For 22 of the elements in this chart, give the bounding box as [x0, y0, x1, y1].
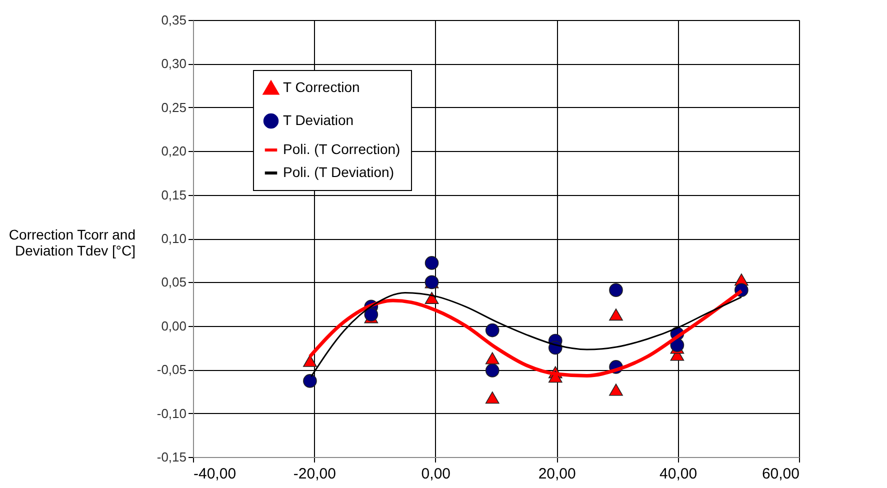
y-tick-label: 0,25	[161, 100, 186, 115]
x-tick-label: 20,00	[538, 466, 576, 482]
y-tick-label: -0,05	[156, 362, 186, 378]
y-tick-label: 0,10	[161, 231, 186, 246]
x-tick-label: 60,00	[762, 466, 800, 482]
x-tick-label: 0,00	[421, 466, 450, 482]
legend-label: T Deviation	[283, 112, 354, 128]
y-tick-label: 0,15	[161, 187, 186, 202]
y-tick-label: -0,15	[156, 450, 186, 464]
y-axis-title: Correction Tcorr and Deviation Tdev [°C]	[8, 226, 136, 258]
y-tick-label: 0,20	[161, 144, 186, 159]
x-tick-label: -20,00	[293, 466, 336, 482]
x-tick-label: 40,00	[660, 466, 698, 482]
y-tick-label: 0,35	[161, 12, 186, 28]
y-tick-label: -0,10	[156, 406, 186, 421]
x-tick-label: -40,00	[194, 466, 236, 482]
y-tick-label: 0,05	[161, 274, 186, 290]
y-tick-label: 0,00	[161, 318, 186, 334]
legend-label: Poli. (T Correction)	[283, 141, 400, 157]
legend-label: Poli. (T Deviation)	[283, 164, 394, 180]
legend-label: T Correction	[283, 79, 360, 95]
y-tick-label: 0,30	[161, 56, 186, 72]
